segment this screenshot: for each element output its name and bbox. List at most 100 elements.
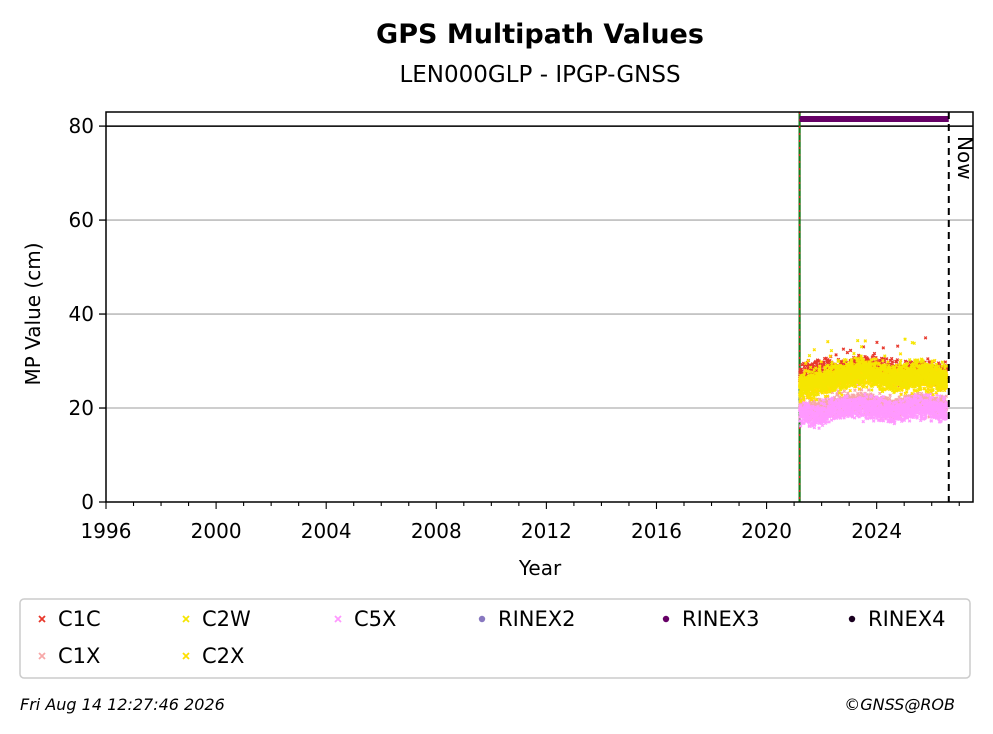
point xyxy=(815,362,819,366)
x-tick-label: 2000 xyxy=(191,519,242,543)
point xyxy=(834,353,838,357)
point xyxy=(864,395,869,399)
point xyxy=(886,360,890,364)
y-tick-label: 80 xyxy=(69,114,94,138)
x-tick-label: 2012 xyxy=(521,519,572,543)
point xyxy=(878,391,882,396)
point xyxy=(802,398,806,402)
point xyxy=(895,358,900,362)
chart-title: GPS Multipath Values xyxy=(376,19,704,50)
point xyxy=(798,424,803,428)
point xyxy=(903,396,908,401)
point xyxy=(822,362,826,367)
point xyxy=(919,391,924,396)
x-tick-label: 2020 xyxy=(741,519,792,543)
point xyxy=(861,419,866,424)
point xyxy=(938,394,942,398)
point xyxy=(944,416,948,421)
y-tick-label: 20 xyxy=(69,396,94,420)
point xyxy=(888,400,892,404)
point xyxy=(915,414,920,418)
point xyxy=(841,347,846,351)
point xyxy=(859,408,864,413)
x-tick-label: 2004 xyxy=(301,519,352,543)
point xyxy=(857,387,862,391)
point xyxy=(806,358,810,363)
point xyxy=(920,414,924,419)
point xyxy=(872,351,877,356)
point xyxy=(902,418,907,423)
point xyxy=(875,340,879,345)
point xyxy=(812,348,817,352)
point xyxy=(887,396,892,401)
point xyxy=(881,394,885,399)
point xyxy=(907,419,912,423)
point xyxy=(848,388,852,393)
point xyxy=(863,339,868,343)
point xyxy=(888,393,892,398)
point xyxy=(854,384,858,389)
point xyxy=(852,416,857,420)
chart-subtitle: LEN000GLP - IPGP-GNSS xyxy=(399,62,680,88)
point xyxy=(881,346,886,350)
point xyxy=(848,348,853,353)
point xyxy=(826,339,830,344)
point xyxy=(845,394,849,399)
point xyxy=(910,391,914,396)
point xyxy=(944,408,948,413)
point xyxy=(819,360,823,364)
point xyxy=(820,423,825,428)
point xyxy=(817,426,821,430)
point xyxy=(825,394,830,398)
point xyxy=(842,389,847,394)
point xyxy=(803,361,808,366)
x-tick-label: 2008 xyxy=(411,519,462,543)
point xyxy=(942,395,946,400)
point xyxy=(884,357,889,361)
point xyxy=(859,387,864,392)
point xyxy=(840,393,844,397)
point xyxy=(923,336,928,340)
point xyxy=(828,354,833,358)
point xyxy=(821,398,826,402)
point xyxy=(869,394,874,398)
point xyxy=(849,397,853,402)
y-tick-label: 60 xyxy=(69,208,94,232)
point xyxy=(895,344,900,348)
point xyxy=(871,419,876,423)
point xyxy=(890,360,895,364)
point xyxy=(899,392,903,397)
point xyxy=(944,400,949,405)
point xyxy=(898,358,903,363)
point xyxy=(865,385,869,389)
point xyxy=(846,391,850,395)
point xyxy=(830,396,835,400)
y-tick-label: 0 xyxy=(81,490,94,514)
point xyxy=(871,353,876,358)
point xyxy=(894,359,899,364)
point xyxy=(942,398,946,402)
point xyxy=(822,402,827,407)
point xyxy=(845,350,850,355)
point xyxy=(944,412,949,417)
point xyxy=(812,425,817,430)
point xyxy=(889,356,894,361)
y-tick-label: 40 xyxy=(69,302,94,326)
point xyxy=(914,394,918,398)
point xyxy=(881,419,886,423)
point xyxy=(832,395,837,400)
x-tick-label: 2024 xyxy=(851,519,902,543)
point xyxy=(904,390,909,394)
x-tick-label: 2016 xyxy=(631,519,682,543)
point xyxy=(853,388,857,392)
x-tick-label: 1996 xyxy=(81,519,132,543)
point xyxy=(892,420,897,425)
point xyxy=(901,399,905,403)
point xyxy=(898,352,903,356)
point xyxy=(866,388,871,392)
point xyxy=(874,357,878,361)
point xyxy=(817,359,821,363)
point xyxy=(924,415,928,420)
point xyxy=(944,405,949,409)
